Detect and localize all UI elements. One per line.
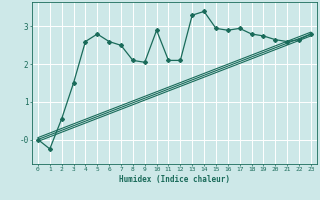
X-axis label: Humidex (Indice chaleur): Humidex (Indice chaleur) [119,175,230,184]
